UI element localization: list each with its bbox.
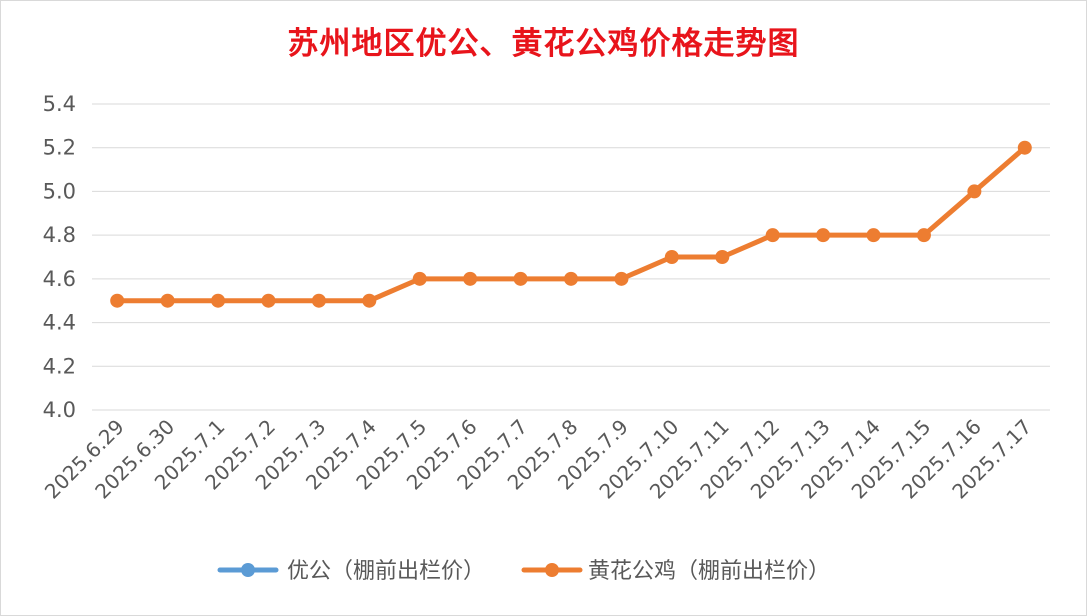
data-point	[261, 293, 276, 308]
y-tick-label: 4.4	[43, 311, 76, 335]
y-tick-label: 5.4	[43, 92, 76, 116]
legend-label: 黄花公鸡（棚前出栏价）	[588, 559, 830, 584]
data-point	[765, 228, 780, 243]
series-group	[110, 140, 1032, 308]
legend[interactable]: 优公（棚前出栏价） 黄花公鸡（棚前出栏价）	[217, 559, 830, 584]
x-axis-ticks: 2025.6.292025.6.302025.7.12025.7.22025.7…	[40, 415, 1037, 504]
data-point	[463, 271, 478, 286]
legend-label: 优公（棚前出栏价）	[287, 559, 485, 584]
data-point	[160, 293, 175, 308]
y-tick-label: 4.2	[43, 354, 76, 378]
data-point	[513, 271, 528, 286]
y-tick-label: 4.8	[43, 223, 76, 247]
data-point	[614, 271, 629, 286]
y-tick-label: 5.0	[43, 179, 76, 203]
chart-title: 苏州地区优公、黄花公鸡价格走势图	[287, 26, 800, 62]
data-point	[362, 293, 377, 308]
data-point	[967, 184, 982, 199]
data-point	[110, 293, 125, 308]
data-point	[715, 250, 730, 264]
data-point	[664, 250, 679, 264]
data-point	[311, 293, 326, 308]
data-point	[916, 228, 931, 243]
y-axis-ticks: 4.0 4.2 4.4 4.6 4.8 5.0 5.2 5.4	[43, 92, 76, 422]
legend-marker	[241, 563, 255, 577]
data-point	[1017, 140, 1032, 155]
gridlines	[92, 103, 1050, 411]
legend-marker	[545, 563, 559, 577]
y-tick-label: 4.0	[43, 398, 76, 422]
data-point	[564, 271, 578, 286]
data-point	[816, 228, 831, 243]
data-point	[866, 228, 881, 243]
y-tick-label: 4.6	[43, 267, 76, 291]
data-point	[412, 271, 427, 286]
data-point	[211, 293, 226, 308]
y-tick-label: 5.2	[43, 136, 76, 160]
